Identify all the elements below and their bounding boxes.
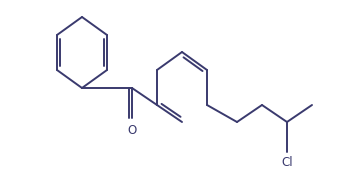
Text: Cl: Cl [281, 156, 293, 169]
Text: O: O [127, 124, 137, 137]
